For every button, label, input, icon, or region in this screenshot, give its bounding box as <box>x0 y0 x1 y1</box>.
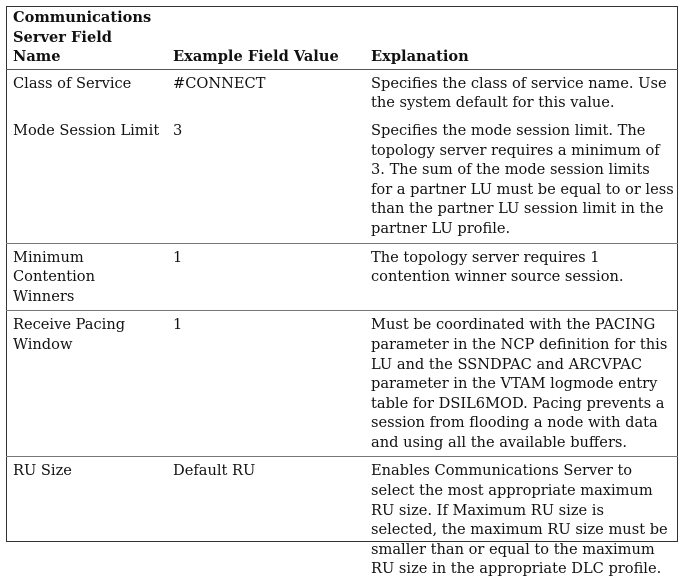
table-row: Class of Service #CONNECT Specifies the … <box>6 69 678 117</box>
header-explanation: Explanation <box>364 6 678 70</box>
table-header: Communications Server Field Name Example… <box>6 6 678 70</box>
row-explanation: Specifies the mode session limit. The to… <box>364 116 678 244</box>
table-body: Class of Service #CONNECT Specifies the … <box>6 69 678 583</box>
table-row: Receive Pacing Window 1 Must be coordina… <box>6 310 678 458</box>
row-field-name: Receive Pacing Window <box>6 310 166 458</box>
row-field-name: Minimum Contention Winners <box>6 243 166 312</box>
row-explanation: Must be coordinated with the PACING para… <box>364 310 678 458</box>
row-example-value: 3 <box>166 116 364 244</box>
row-field-name: RU Size <box>13 462 72 480</box>
row-example-value: Default RU <box>173 462 256 480</box>
row-explanation: Enables Communications Server to select … <box>371 462 668 578</box>
row-explanation: Specifies the class of service name. Use… <box>371 74 667 112</box>
header-row: Communications Server Field Name Example… <box>6 6 678 70</box>
table-row: Minimum Contention Winners 1 The topolog… <box>6 243 678 312</box>
row-example-value: 1 <box>166 310 364 458</box>
row-explanation: The topology server requires 1 contentio… <box>364 243 678 312</box>
row-field-name: Class of Service <box>13 74 132 92</box>
table-row: Mode Session Limit 3 Specifies the mode … <box>6 116 678 244</box>
row-example-value: 1 <box>166 243 364 312</box>
row-example-value: #CONNECT <box>173 74 266 92</box>
header-field-name: Communications Server Field Name <box>6 6 166 70</box>
field-definitions-table: Communications Server Field Name Example… <box>6 6 678 583</box>
row-field-name: Mode Session Limit <box>6 116 166 244</box>
table-row: RU Size Default RU Enables Communication… <box>6 457 678 583</box>
header-example-value: Example Field Value <box>166 6 364 70</box>
